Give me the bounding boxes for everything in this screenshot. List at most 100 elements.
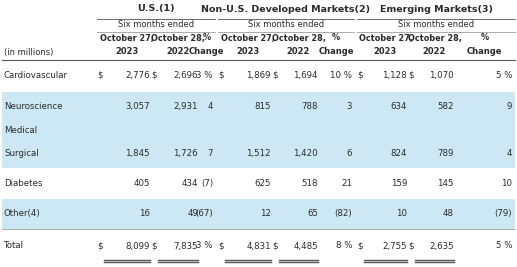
Text: 10 %: 10 % xyxy=(330,71,352,80)
Text: October 28,: October 28, xyxy=(271,33,325,42)
Text: Other(4): Other(4) xyxy=(4,209,41,218)
Text: $: $ xyxy=(98,71,103,80)
Text: 12: 12 xyxy=(260,209,271,218)
Text: 2022: 2022 xyxy=(287,48,310,57)
Text: Six months ended: Six months ended xyxy=(248,20,324,29)
Text: (in millions): (in millions) xyxy=(4,48,53,57)
Text: 145: 145 xyxy=(437,179,454,188)
Text: $: $ xyxy=(219,241,224,250)
Text: 625: 625 xyxy=(254,179,271,188)
Text: 434: 434 xyxy=(181,179,198,188)
Bar xyxy=(2,168,515,199)
Text: $: $ xyxy=(151,71,157,80)
Text: Medical: Medical xyxy=(4,125,37,135)
Text: 2022: 2022 xyxy=(166,48,190,57)
Text: 49: 49 xyxy=(187,209,198,218)
Text: (67): (67) xyxy=(195,209,213,218)
Text: 2023: 2023 xyxy=(236,48,260,57)
Text: Emerging Markets(3): Emerging Markets(3) xyxy=(379,5,493,14)
Text: 21: 21 xyxy=(341,179,352,188)
Text: October 27,: October 27, xyxy=(359,33,413,42)
Text: 405: 405 xyxy=(133,179,150,188)
Text: $: $ xyxy=(272,71,278,80)
Bar xyxy=(2,92,515,122)
Text: 1,512: 1,512 xyxy=(247,149,271,158)
Text: Change: Change xyxy=(467,48,502,57)
Text: 2023: 2023 xyxy=(115,48,139,57)
Text: 789: 789 xyxy=(437,149,454,158)
Text: $: $ xyxy=(98,241,103,250)
Bar xyxy=(2,138,515,168)
Text: October 27,: October 27, xyxy=(100,33,154,42)
Text: 815: 815 xyxy=(254,103,271,111)
Text: 2,755: 2,755 xyxy=(383,241,407,250)
Text: (79): (79) xyxy=(494,209,512,218)
Text: Six months ended: Six months ended xyxy=(118,20,194,29)
Text: 65: 65 xyxy=(307,209,318,218)
Text: 1,128: 1,128 xyxy=(383,71,407,80)
Text: 2022: 2022 xyxy=(423,48,446,57)
Text: 2,696: 2,696 xyxy=(174,71,198,80)
Text: 1,845: 1,845 xyxy=(126,149,150,158)
Text: (7): (7) xyxy=(201,179,213,188)
Text: Total: Total xyxy=(4,241,24,250)
Text: October 28,: October 28, xyxy=(151,33,205,42)
Text: %: % xyxy=(480,33,489,42)
Text: 2,931: 2,931 xyxy=(174,103,198,111)
Text: 518: 518 xyxy=(301,179,318,188)
Text: 1,070: 1,070 xyxy=(430,71,454,80)
Text: 824: 824 xyxy=(390,149,407,158)
Text: 1,726: 1,726 xyxy=(173,149,198,158)
Text: %: % xyxy=(203,33,210,42)
Text: %: % xyxy=(332,33,340,42)
Text: 582: 582 xyxy=(437,103,454,111)
Text: Cardiovascular: Cardiovascular xyxy=(4,71,68,80)
Text: Six months ended: Six months ended xyxy=(398,20,474,29)
Text: 4,485: 4,485 xyxy=(293,241,318,250)
Text: 1,869: 1,869 xyxy=(247,71,271,80)
Text: 4,831: 4,831 xyxy=(247,241,271,250)
Text: Neuroscience: Neuroscience xyxy=(4,103,63,111)
Text: 3,057: 3,057 xyxy=(126,103,150,111)
Text: 5 %: 5 % xyxy=(495,241,512,250)
Text: 788: 788 xyxy=(301,103,318,111)
Text: 159: 159 xyxy=(391,179,407,188)
Text: 3 %: 3 % xyxy=(196,71,213,80)
Text: 48: 48 xyxy=(443,209,454,218)
Text: 7,835: 7,835 xyxy=(173,241,198,250)
Text: Non-U.S. Developed Markets(2): Non-U.S. Developed Markets(2) xyxy=(202,5,371,14)
Text: 3 %: 3 % xyxy=(196,241,213,250)
Text: (82): (82) xyxy=(334,209,352,218)
Text: $: $ xyxy=(408,71,414,80)
Text: 6: 6 xyxy=(346,149,352,158)
Text: October 27,: October 27, xyxy=(221,33,275,42)
Bar xyxy=(2,122,515,138)
Text: Surgical: Surgical xyxy=(4,149,39,158)
Bar xyxy=(2,229,515,263)
Text: 8 %: 8 % xyxy=(336,241,352,250)
Text: 5 %: 5 % xyxy=(495,71,512,80)
Text: $: $ xyxy=(408,241,414,250)
Text: $: $ xyxy=(272,241,278,250)
Text: Change: Change xyxy=(189,48,224,57)
Text: 1,694: 1,694 xyxy=(294,71,318,80)
Text: 7: 7 xyxy=(207,149,213,158)
Text: $: $ xyxy=(357,241,363,250)
Text: Change: Change xyxy=(318,48,354,57)
Text: $: $ xyxy=(151,241,157,250)
Bar xyxy=(2,59,515,92)
Text: 2,635: 2,635 xyxy=(430,241,454,250)
Text: 9: 9 xyxy=(507,103,512,111)
Text: 3: 3 xyxy=(346,103,352,111)
Text: 1,420: 1,420 xyxy=(293,149,318,158)
Text: 4: 4 xyxy=(207,103,213,111)
Text: 634: 634 xyxy=(390,103,407,111)
Text: $: $ xyxy=(357,71,363,80)
Text: 10: 10 xyxy=(396,209,407,218)
Text: 2023: 2023 xyxy=(374,48,397,57)
Bar xyxy=(2,0,515,59)
Text: 10: 10 xyxy=(501,179,512,188)
Bar xyxy=(2,199,515,229)
Text: 8,099: 8,099 xyxy=(126,241,150,250)
Text: U.S.(1): U.S.(1) xyxy=(137,5,175,14)
